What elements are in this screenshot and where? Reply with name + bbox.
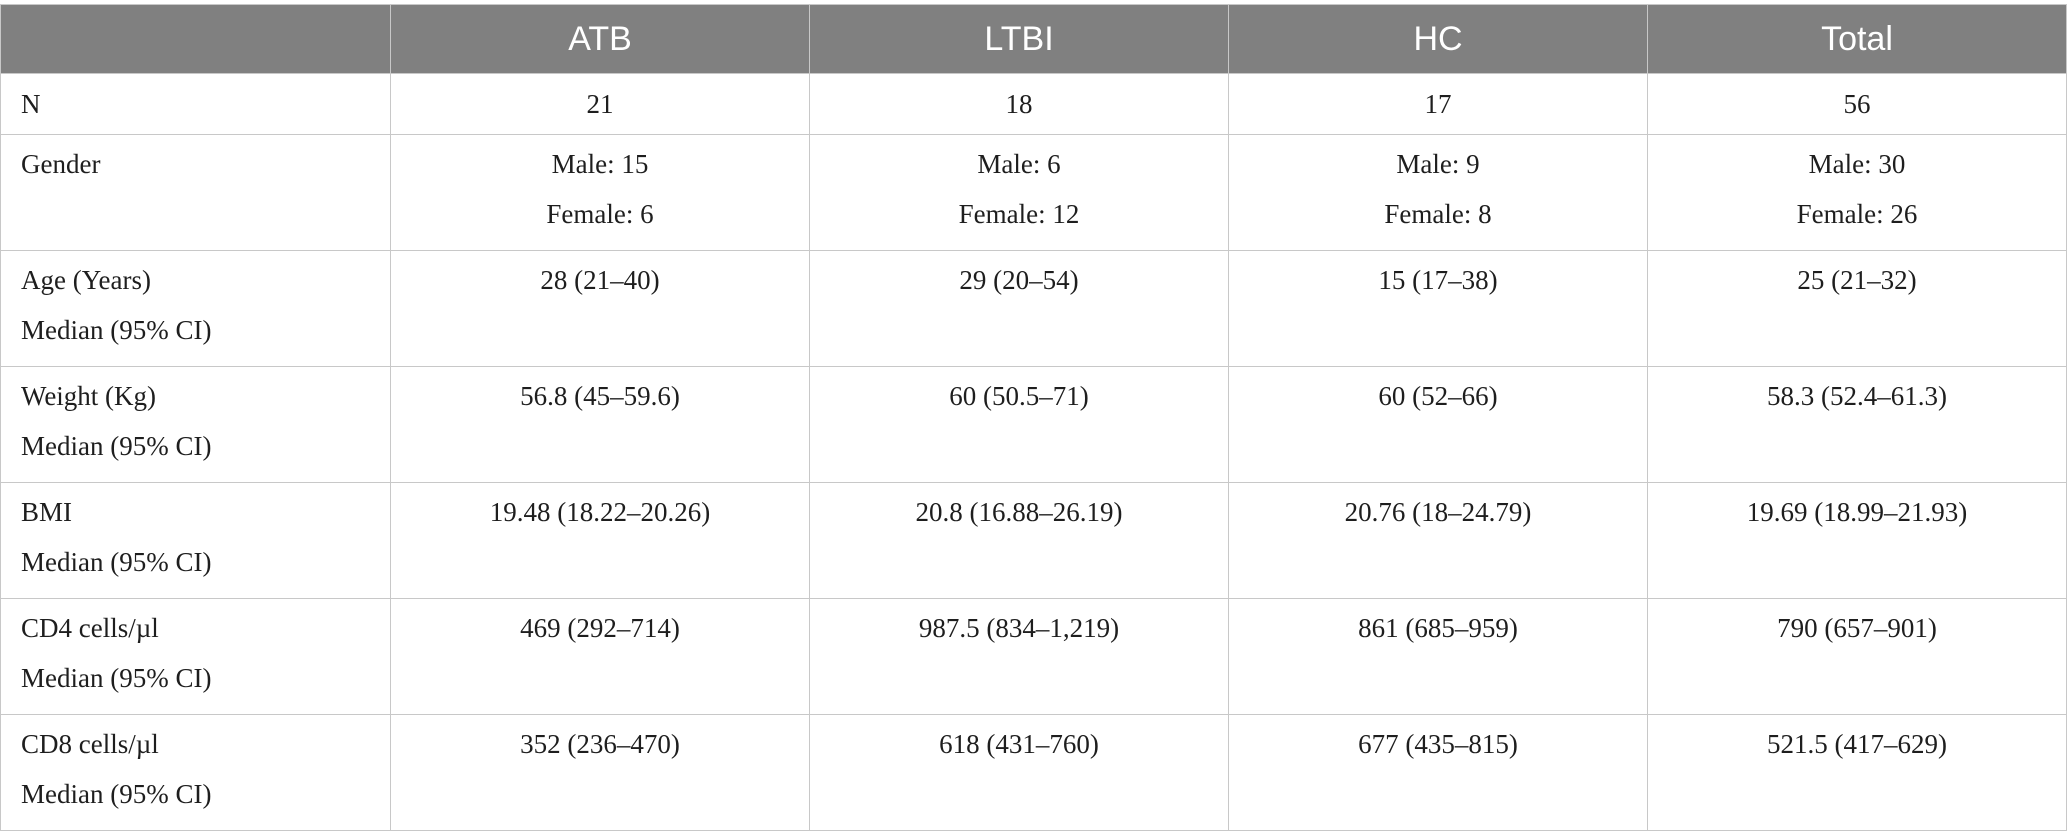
table-cell: 21 [390, 73, 810, 135]
cell-value: 25 (21–32) [1797, 265, 1917, 295]
cell-value-male: Male: 9 [1396, 149, 1480, 179]
cell-value: 17 [1424, 89, 1452, 119]
table-cell: 58.3 (52.4–61.3) [1647, 366, 2067, 483]
cell-value: 60 (52–66) [1378, 381, 1498, 411]
row-label-text: CD8 cells/µl [21, 729, 159, 759]
cell-value: 469 (292–714) [520, 613, 680, 643]
cell-value-male: Male: 15 [551, 149, 649, 179]
row-label: CD4 cells/µl Median (95% CI) [0, 598, 391, 715]
cell-value: 56 [1843, 89, 1871, 119]
table-cell: 987.5 (834–1,219) [809, 598, 1229, 715]
table-cell: 861 (685–959) [1228, 598, 1648, 715]
table-cell: 677 (435–815) [1228, 714, 1648, 831]
cell-value: 28 (21–40) [540, 265, 660, 295]
table-cell: 60 (50.5–71) [809, 366, 1229, 483]
row-label-text: CD4 cells/µl [21, 613, 159, 643]
table-cell: 15 (17–38) [1228, 250, 1648, 367]
cell-value: 677 (435–815) [1358, 729, 1518, 759]
demographics-table: ATB LTBI HC Total N 21 18 17 56 Gender M… [0, 4, 2067, 831]
table-cell: 25 (21–32) [1647, 250, 2067, 367]
table-cell: 56 [1647, 73, 2067, 135]
table-cell: Male: 6 Female: 12 [809, 134, 1229, 251]
table-cell: 469 (292–714) [390, 598, 810, 715]
cell-value: 352 (236–470) [520, 729, 680, 759]
cell-value: 58.3 (52.4–61.3) [1767, 381, 1947, 411]
cell-value: 521.5 (417–629) [1767, 729, 1947, 759]
cell-value: 618 (431–760) [939, 729, 1099, 759]
table-cell: 19.48 (18.22–20.26) [390, 482, 810, 599]
table-cell: 20.8 (16.88–26.19) [809, 482, 1229, 599]
table-cell: 28 (21–40) [390, 250, 810, 367]
table-row-bmi: BMI Median (95% CI) 19.48 (18.22–20.26) … [0, 482, 2067, 599]
table-row-cd4: CD4 cells/µl Median (95% CI) 469 (292–71… [0, 598, 2067, 715]
row-label: BMI Median (95% CI) [0, 482, 391, 599]
column-header-total: Total [1647, 4, 2067, 74]
cell-value-female: Female: 26 [1796, 199, 1918, 229]
table-cell: 20.76 (18–24.79) [1228, 482, 1648, 599]
table-cell: 618 (431–760) [809, 714, 1229, 831]
table-row-age: Age (Years) Median (95% CI) 28 (21–40) 2… [0, 250, 2067, 367]
table-cell: 17 [1228, 73, 1648, 135]
cell-value: 790 (657–901) [1777, 613, 1937, 643]
cell-value: 56.8 (45–59.6) [520, 381, 680, 411]
table-cell: 19.69 (18.99–21.93) [1647, 482, 2067, 599]
column-header-hc: HC [1228, 4, 1648, 74]
cell-value: 987.5 (834–1,219) [918, 613, 1120, 643]
header-row: ATB LTBI HC Total [0, 4, 2067, 74]
table-cell: 352 (236–470) [390, 714, 810, 831]
column-header-atb: ATB [390, 4, 810, 74]
table-cell: 790 (657–901) [1647, 598, 2067, 715]
cell-value: 18 [1005, 89, 1033, 119]
row-label: Weight (Kg) Median (95% CI) [0, 366, 391, 483]
row-label: N [0, 73, 391, 135]
column-header-ltbi: LTBI [809, 4, 1229, 74]
row-label-subtext: Median (95% CI) [21, 315, 212, 345]
cell-value: 21 [586, 89, 614, 119]
table-row-gender: Gender Male: 15 Female: 6 Male: 6 Female… [0, 134, 2067, 251]
row-label-subtext: Median (95% CI) [21, 547, 212, 577]
row-label: Gender [0, 134, 391, 251]
cell-value: 861 (685–959) [1358, 613, 1518, 643]
table-row-cd8: CD8 cells/µl Median (95% CI) 352 (236–47… [0, 714, 2067, 831]
cell-value-female: Female: 8 [1384, 199, 1492, 229]
row-label: Age (Years) Median (95% CI) [0, 250, 391, 367]
table-cell: 29 (20–54) [809, 250, 1229, 367]
cell-value: 29 (20–54) [959, 265, 1079, 295]
table-cell: 521.5 (417–629) [1647, 714, 2067, 831]
row-label-subtext: Median (95% CI) [21, 779, 212, 809]
row-label: CD8 cells/µl Median (95% CI) [0, 714, 391, 831]
row-label-text: BMI [21, 497, 73, 527]
row-label-text: Weight (Kg) [21, 381, 157, 411]
cell-value: 20.8 (16.88–26.19) [915, 497, 1123, 527]
table-cell: Male: 9 Female: 8 [1228, 134, 1648, 251]
cell-value: 19.69 (18.99–21.93) [1746, 497, 1968, 527]
cell-value: 20.76 (18–24.79) [1344, 497, 1532, 527]
table-row-weight: Weight (Kg) Median (95% CI) 56.8 (45–59.… [0, 366, 2067, 483]
table-cell: 56.8 (45–59.6) [390, 366, 810, 483]
cell-value-female: Female: 6 [546, 199, 654, 229]
cell-value: 19.48 (18.22–20.26) [489, 497, 711, 527]
cell-value: 15 (17–38) [1378, 265, 1498, 295]
row-label-subtext: Median (95% CI) [21, 663, 212, 693]
row-label-text: N [21, 89, 41, 119]
table-cell: Male: 15 Female: 6 [390, 134, 810, 251]
table-container: ATB LTBI HC Total N 21 18 17 56 Gender M… [0, 4, 2067, 831]
table-cell: Male: 30 Female: 26 [1647, 134, 2067, 251]
cell-value-male: Male: 30 [1808, 149, 1906, 179]
cell-value-male: Male: 6 [977, 149, 1061, 179]
row-label-subtext: Median (95% CI) [21, 431, 212, 461]
cell-value: 60 (50.5–71) [949, 381, 1089, 411]
cell-value-female: Female: 12 [958, 199, 1080, 229]
table-cell: 60 (52–66) [1228, 366, 1648, 483]
row-label-text: Gender [21, 149, 101, 179]
row-label-text: Age (Years) [21, 265, 151, 295]
table-row-n: N 21 18 17 56 [0, 73, 2067, 135]
header-corner-cell [0, 4, 391, 74]
table-cell: 18 [809, 73, 1229, 135]
